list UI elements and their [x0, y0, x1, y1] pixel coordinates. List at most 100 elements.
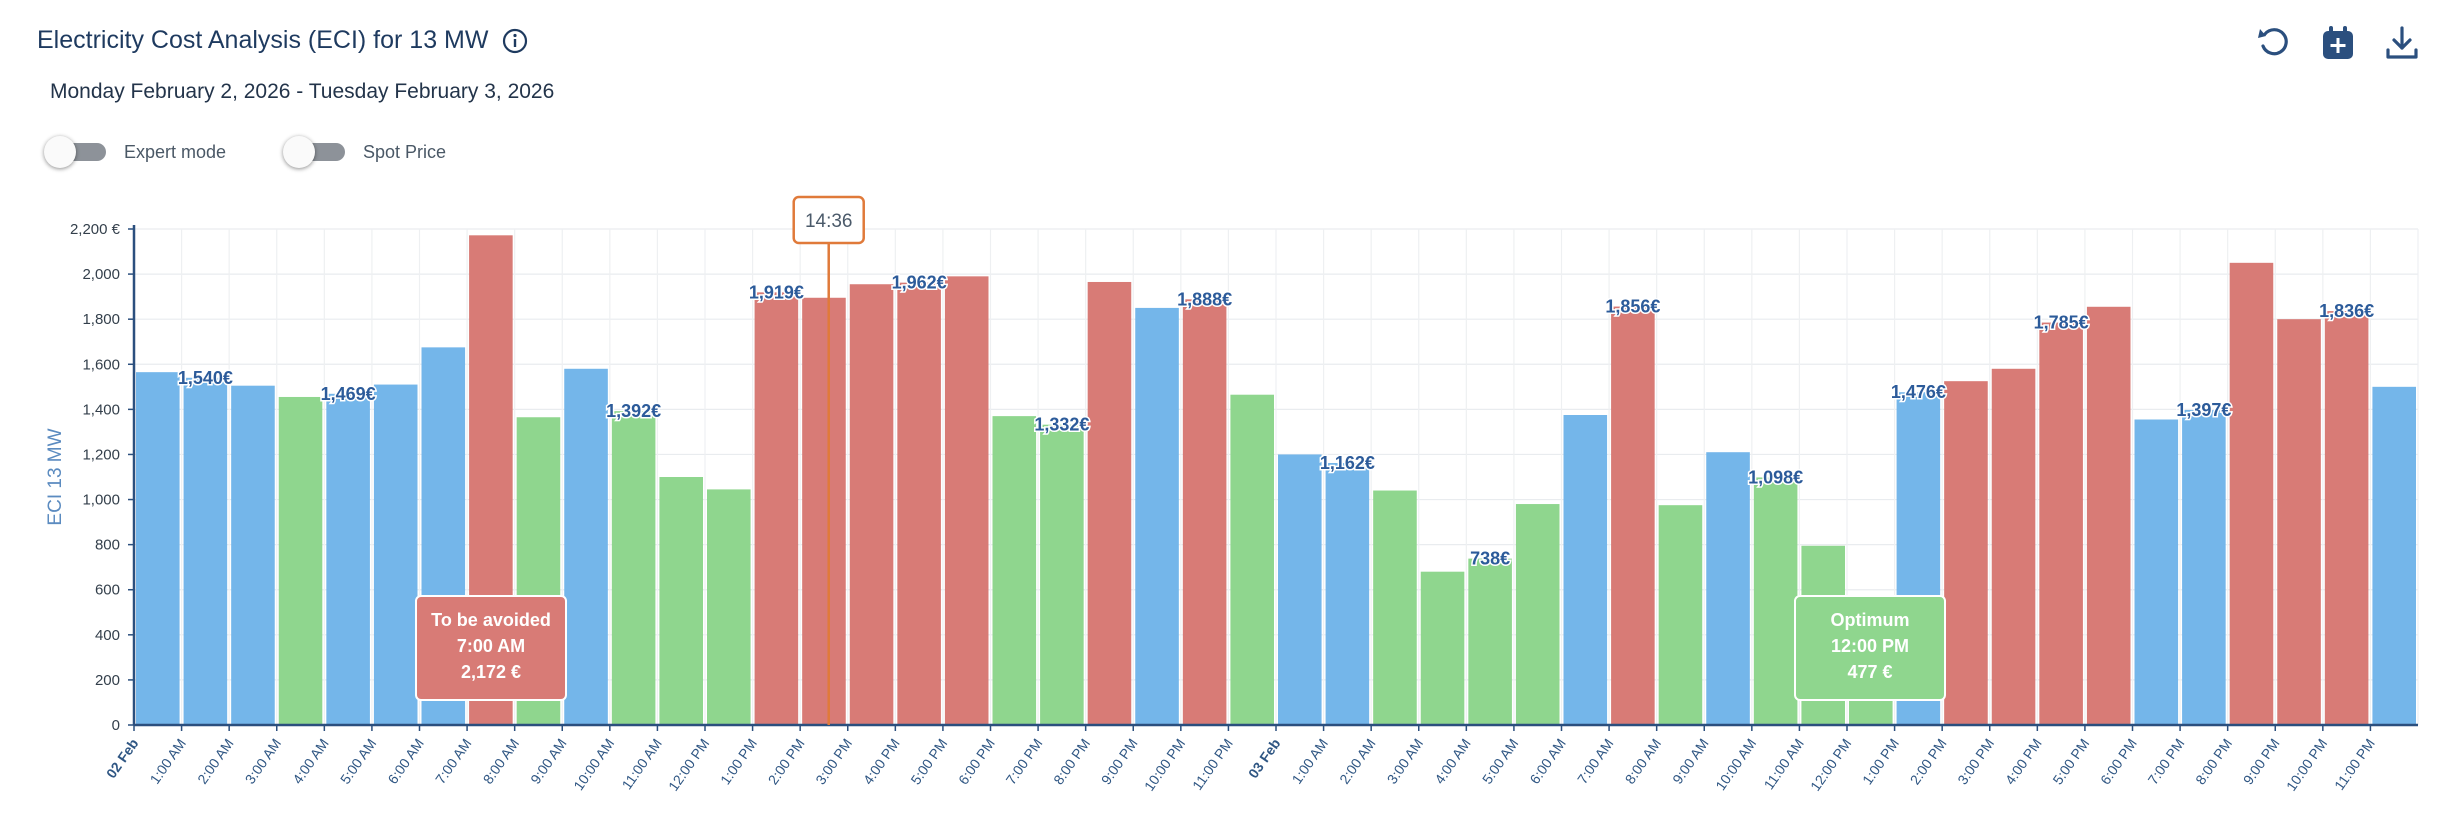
data-label: 1,332€: [1034, 415, 1089, 435]
x-tick-label: 9:00 PM: [1098, 736, 1141, 788]
bar[interactable]: [326, 393, 370, 725]
bar[interactable]: [707, 489, 751, 725]
x-tick-label: 11:00 AM: [1760, 736, 1806, 793]
bar[interactable]: [1944, 381, 1988, 725]
bar[interactable]: [1278, 454, 1322, 725]
y-tick-label: 400: [95, 627, 120, 644]
bar[interactable]: [564, 368, 608, 725]
bar[interactable]: [1373, 490, 1417, 725]
bar[interactable]: [802, 297, 846, 725]
x-tick-label: 10:00 AM: [1712, 736, 1759, 794]
data-label: 1,162€: [1320, 453, 1375, 473]
bar[interactable]: [1182, 299, 1227, 725]
data-label: 1,392€: [606, 401, 661, 421]
bar[interactable]: [1087, 281, 1132, 725]
x-tick-label: 2:00 AM: [194, 736, 237, 787]
x-tick-label: 2:00 PM: [765, 736, 808, 788]
y-tick-label: 1,600: [82, 356, 120, 373]
data-label: 1,397€: [2176, 400, 2231, 420]
spot-price-switch[interactable]: [283, 136, 345, 168]
bar[interactable]: [2039, 322, 2083, 725]
bar[interactable]: [659, 477, 703, 725]
bar[interactable]: [2229, 262, 2274, 725]
data-label: 1,098€: [1748, 467, 1803, 487]
bar[interactable]: [1135, 307, 1179, 725]
bar[interactable]: [2086, 306, 2131, 725]
bar[interactable]: [136, 372, 180, 725]
x-tick-label: 7:00 AM: [432, 736, 475, 787]
bar[interactable]: [897, 282, 941, 725]
data-label: 1,476€: [1891, 382, 1946, 402]
x-tick-label: 7:00 PM: [2145, 736, 2188, 788]
x-tick-label: 8:00 AM: [1622, 736, 1665, 787]
x-tick-label: 6:00 AM: [1526, 736, 1569, 787]
optimum-tooltip-line: 12:00 PM: [1831, 636, 1909, 656]
bar[interactable]: [1040, 424, 1084, 725]
bar[interactable]: [611, 411, 656, 725]
data-label: 1,962€: [892, 273, 947, 293]
x-day-label: 02 Feb: [103, 736, 142, 782]
y-tick-label: 2,200 €: [70, 221, 121, 238]
x-tick-label: 12:00 PM: [1807, 736, 1854, 794]
avoid-tooltip-line: 7:00 AM: [457, 636, 525, 656]
x-tick-label: 5:00 PM: [907, 736, 950, 788]
bar[interactable]: [2134, 419, 2179, 725]
x-tick-label: 11:00 AM: [618, 736, 664, 793]
expert-mode-switch[interactable]: [44, 136, 106, 168]
data-label: 1,785€: [2034, 313, 2089, 333]
bar[interactable]: [1230, 394, 1274, 725]
bar[interactable]: [183, 377, 228, 725]
bar[interactable]: [1468, 558, 1512, 725]
x-tick-label: 1:00 PM: [717, 736, 760, 788]
spot-price-toggle[interactable]: Spot Price: [283, 136, 446, 168]
x-tick-label: 6:00 PM: [955, 736, 998, 788]
data-label: 1,919€: [749, 282, 804, 302]
x-tick-label: 9:00 PM: [2240, 736, 2283, 788]
time-cursor-box: [792, 195, 865, 245]
bar[interactable]: [754, 292, 799, 725]
bar[interactable]: [1991, 368, 2036, 725]
data-label: 1,836€: [2319, 301, 2374, 321]
y-tick-label: 1,800: [82, 311, 120, 328]
x-tick-label: 4:00 PM: [860, 736, 903, 788]
x-tick-label: 6:00 AM: [384, 736, 427, 787]
x-tick-label: 2:00 AM: [1336, 736, 1379, 787]
expert-mode-toggle[interactable]: Expert mode: [44, 136, 227, 168]
info-icon[interactable]: [502, 28, 528, 54]
bar[interactable]: [1420, 571, 1465, 725]
avoid-tooltip-box: [415, 595, 567, 701]
bar[interactable]: [2182, 410, 2226, 725]
bar[interactable]: [373, 384, 418, 725]
data-label: 1,856€: [1605, 297, 1660, 317]
x-tick-label: 3:00 PM: [812, 736, 855, 788]
x-tick-label: 3:00 PM: [1954, 736, 1997, 788]
bar[interactable]: [2324, 311, 2369, 725]
x-tick-label: 5:00 PM: [2049, 736, 2092, 788]
bar[interactable]: [2277, 319, 2321, 725]
bar[interactable]: [231, 385, 275, 725]
avoid-tooltip-line: To be avoided: [431, 610, 551, 630]
bar[interactable]: [2372, 386, 2416, 725]
bar[interactable]: [1611, 306, 1655, 725]
bar[interactable]: [1706, 452, 1750, 725]
expert-mode-label: Expert mode: [124, 141, 227, 162]
reset-icon[interactable]: [2255, 24, 2293, 62]
data-label: 738€: [1470, 549, 1510, 569]
data-label: 1,888€: [1177, 289, 1232, 309]
bar[interactable]: [944, 276, 989, 725]
bar[interactable]: [849, 284, 894, 725]
download-icon[interactable]: [2383, 24, 2421, 62]
calendar-add-icon[interactable]: [2319, 24, 2357, 62]
bar[interactable]: [1753, 477, 1798, 725]
x-tick-label: 5:00 AM: [1479, 736, 1522, 787]
x-tick-label: 4:00 AM: [1431, 736, 1474, 787]
bar[interactable]: [1658, 505, 1703, 725]
bar[interactable]: [1325, 463, 1370, 725]
chart-title-row: Electricity Cost Analysis (ECI) for 13 M…: [37, 26, 528, 55]
bar[interactable]: [1515, 504, 1560, 725]
bar[interactable]: [1563, 415, 1608, 725]
bar[interactable]: [992, 416, 1037, 725]
x-tick-label: 9:00 AM: [1669, 736, 1712, 787]
bar[interactable]: [278, 396, 323, 725]
data-label: 1,469€: [321, 384, 376, 404]
